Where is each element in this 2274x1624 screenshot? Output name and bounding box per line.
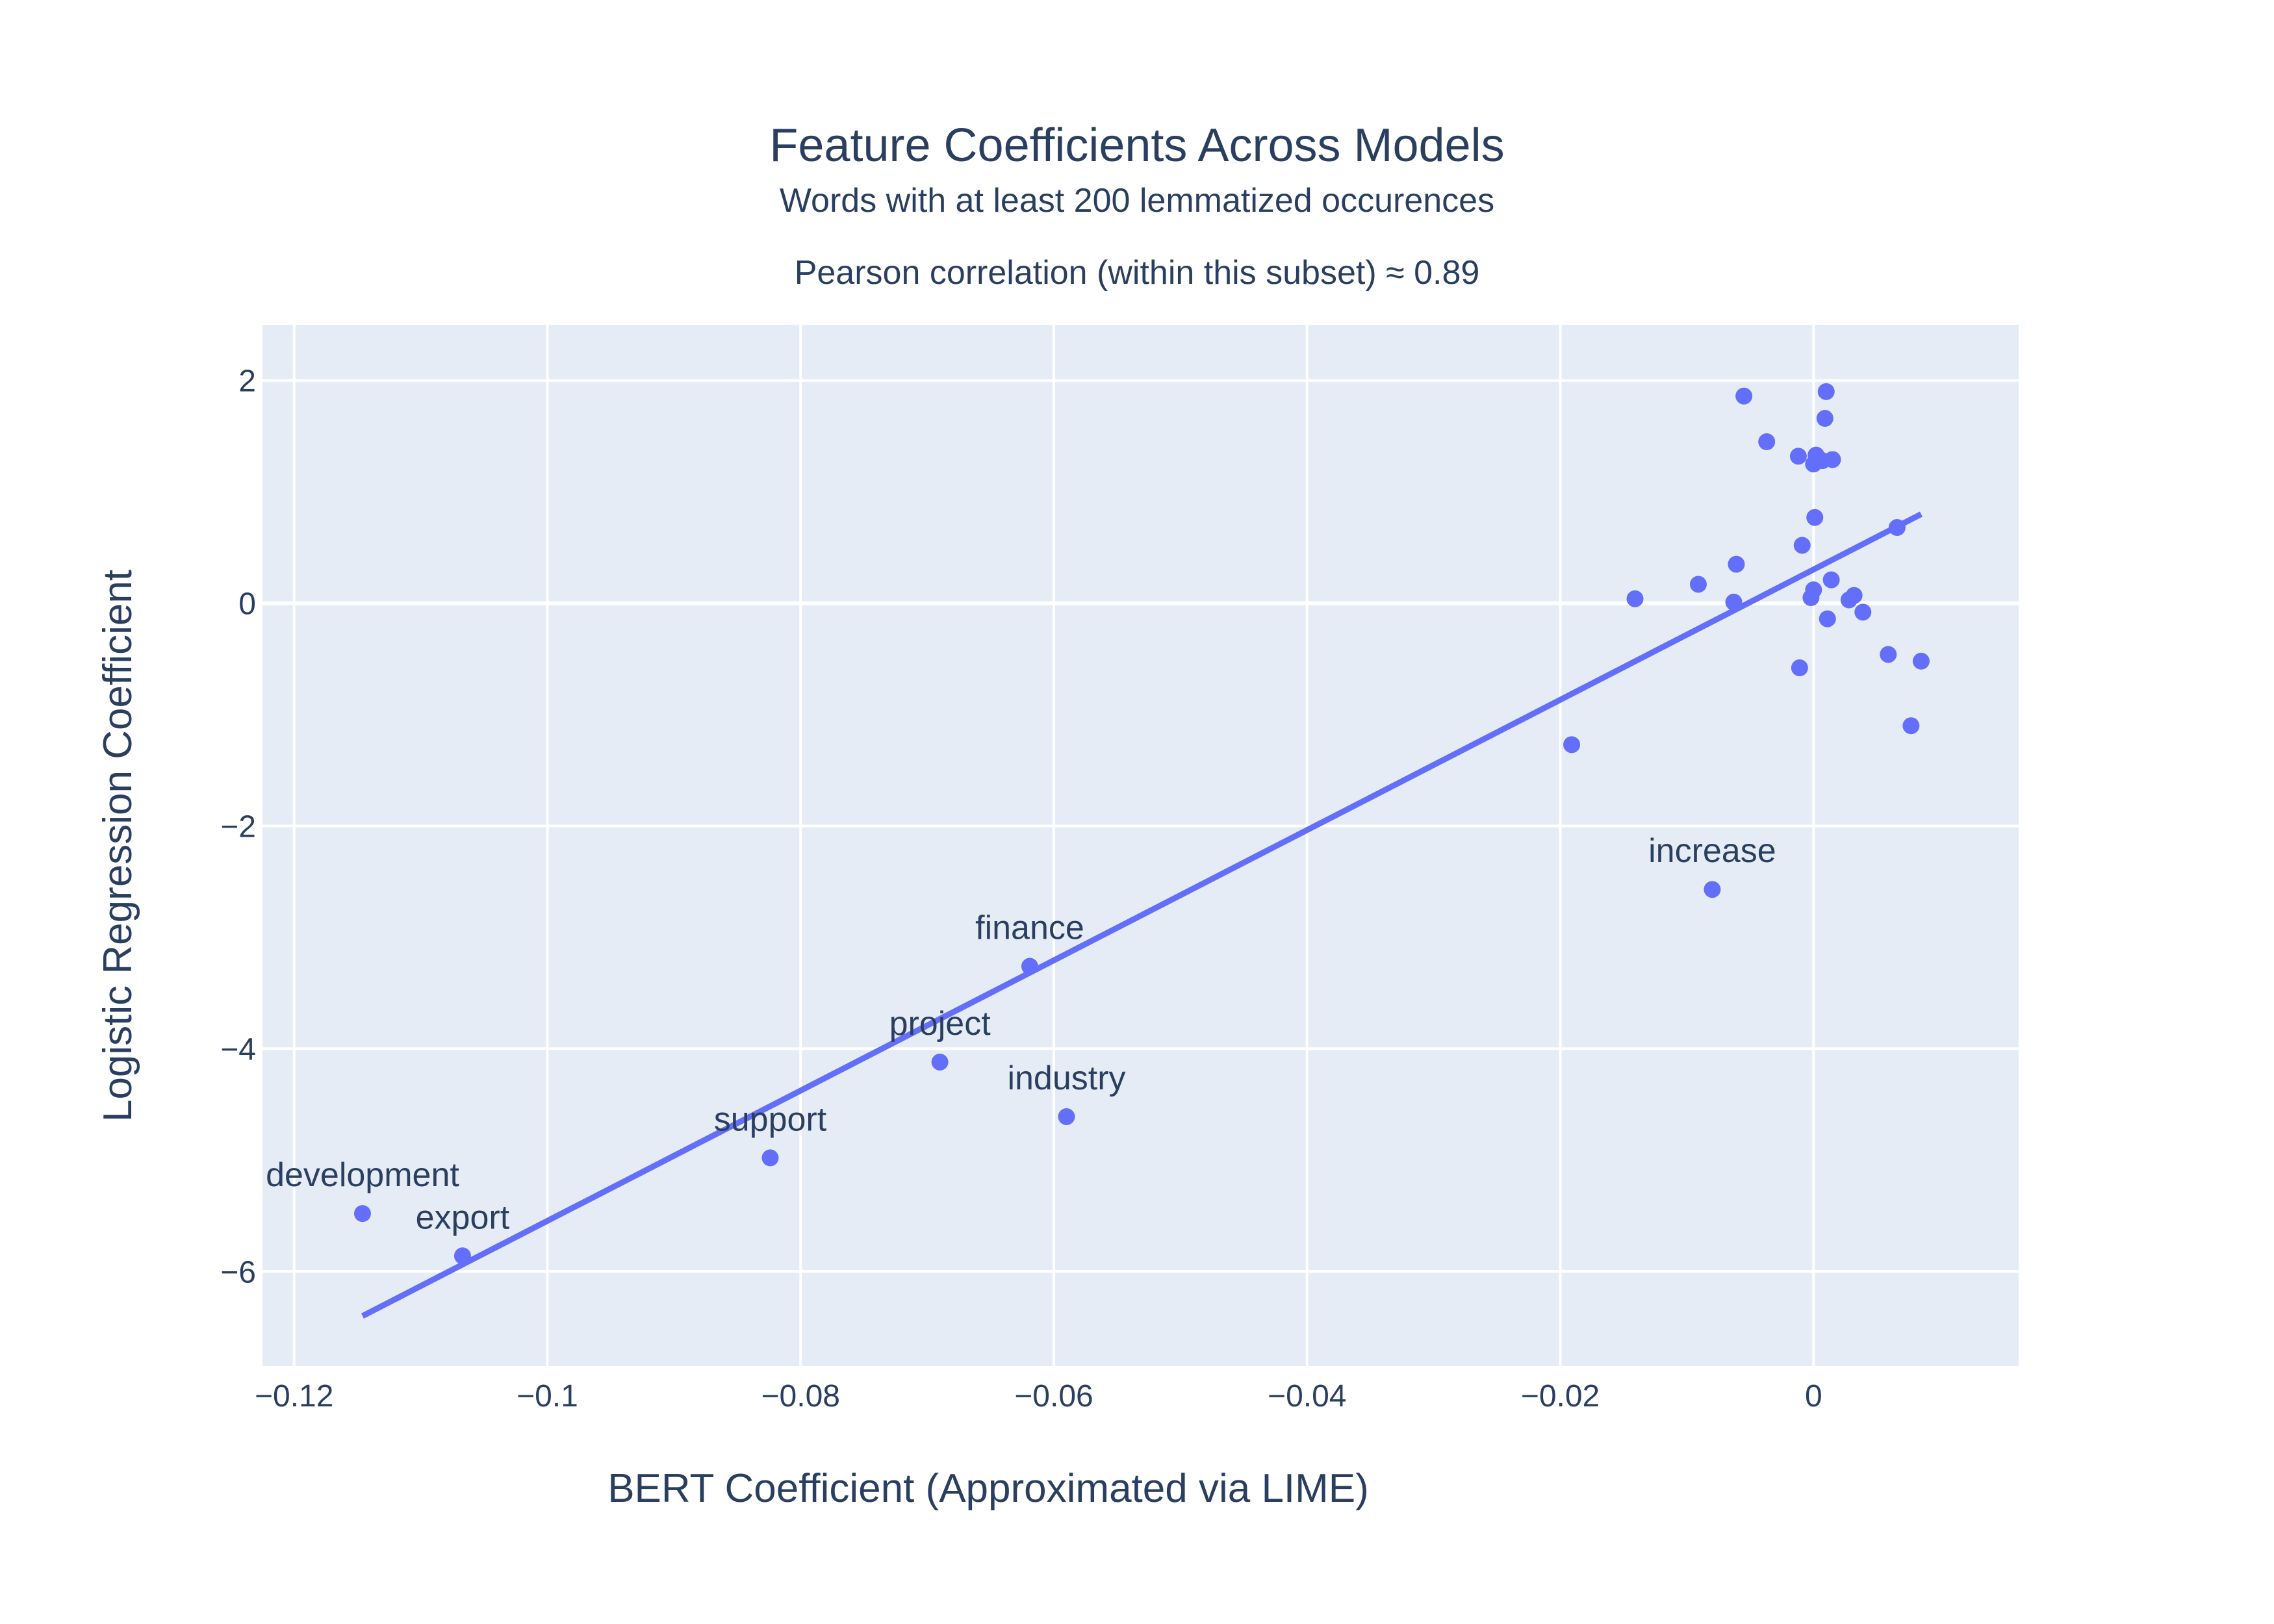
data-point (1758, 433, 1776, 451)
data-point (1793, 537, 1811, 554)
data-points (353, 383, 1930, 1265)
data-point (1689, 576, 1707, 593)
y-tick-label: 0 (238, 587, 256, 622)
x-tick-label: −0.12 (255, 1379, 333, 1414)
data-point (1805, 581, 1822, 599)
data-point (1824, 451, 1841, 468)
point-label: industry (1007, 1059, 1125, 1097)
point-label: export (416, 1199, 510, 1236)
point-label: finance (975, 909, 1084, 947)
plot-area (262, 325, 2019, 1366)
y-tick-label: −6 (220, 1255, 256, 1289)
data-point (1789, 448, 1807, 465)
x-tick-label: −0.04 (1268, 1379, 1346, 1414)
data-point (1880, 646, 1897, 663)
data-point (931, 1053, 949, 1071)
data-point (1888, 519, 1906, 537)
point-label: project (889, 1005, 991, 1043)
data-point (1021, 958, 1038, 975)
data-point (353, 1205, 371, 1223)
chart-title: Feature Coefficients Across Models (769, 120, 1504, 171)
data-point (1626, 590, 1644, 607)
x-axis-label: BERT Coefficient (Approximated via LIME) (607, 1466, 1369, 1511)
data-point (1704, 881, 1721, 898)
point-label: increase (1648, 832, 1776, 870)
point-label: development (266, 1156, 459, 1194)
correlation-annotation: Pearson correlation (within this subset)… (795, 254, 1480, 292)
data-point (454, 1247, 471, 1265)
data-point (1822, 571, 1840, 589)
data-point (1725, 593, 1743, 611)
data-point (1819, 610, 1836, 628)
data-point (1912, 652, 1930, 670)
data-point (1816, 410, 1833, 427)
data-point (1563, 736, 1581, 754)
data-point (1728, 555, 1745, 573)
point-label: support (714, 1100, 827, 1138)
y-axis-label: Logistic Regression Coefficient (96, 570, 140, 1122)
data-point (1845, 587, 1863, 604)
x-tick-label: −0.02 (1521, 1379, 1600, 1414)
y-tick-labels: 2 0 −2 −4 −6 (220, 364, 256, 1290)
data-point (1806, 509, 1824, 526)
x-tick-label: 0 (1805, 1379, 1822, 1414)
y-tick-label: −2 (220, 809, 256, 844)
y-tick-label: 2 (238, 364, 256, 399)
x-tick-label: −0.08 (761, 1379, 840, 1414)
x-tick-label: −0.1 (517, 1379, 578, 1414)
y-tick-label: −4 (220, 1032, 256, 1067)
data-point (1791, 659, 1808, 677)
data-point (1058, 1108, 1075, 1125)
chart-subtitle: Words with at least 200 lemmatized occur… (780, 182, 1494, 220)
x-tick-label: −0.06 (1014, 1379, 1093, 1414)
trendline-layer (361, 511, 1923, 1319)
data-point (1854, 603, 1872, 621)
data-point (1902, 717, 1920, 735)
data-point (761, 1149, 779, 1167)
x-tick-labels: −0.12 −0.1 −0.08 −0.06 −0.04 −0.02 0 (255, 1379, 1822, 1414)
data-point (1817, 383, 1835, 400)
point-labels: development export support project finance in… (266, 832, 1776, 1236)
trendline (361, 511, 1923, 1319)
data-point (1735, 387, 1753, 405)
